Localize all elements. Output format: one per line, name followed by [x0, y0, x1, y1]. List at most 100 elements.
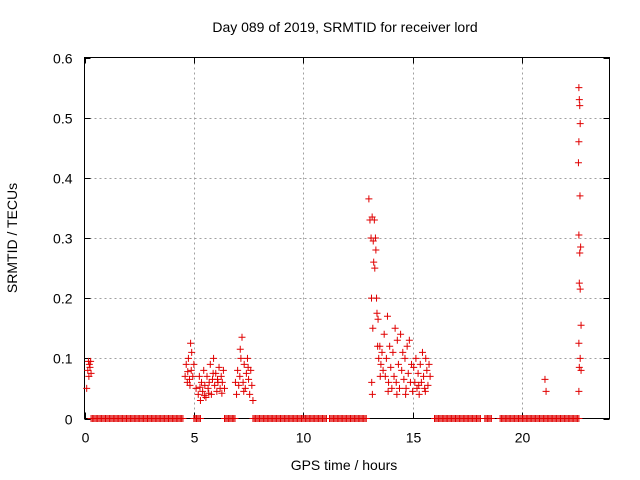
data-point — [218, 389, 226, 397]
data-point — [210, 354, 218, 362]
data-point — [383, 312, 391, 320]
data-point — [370, 258, 378, 266]
data-point — [409, 387, 417, 395]
data-point — [376, 342, 384, 350]
data-point — [370, 216, 378, 224]
data-point — [399, 348, 407, 356]
data-point — [205, 389, 213, 397]
data-point — [576, 285, 584, 293]
y-tick-labels: 0 0.1 0.2 0.3 0.4 0.5 0.6 — [53, 51, 73, 428]
data-point — [236, 345, 244, 353]
data-point — [213, 387, 221, 395]
data-point — [196, 415, 204, 422]
data-point — [239, 378, 247, 386]
x-axis-label: GPS time / hours — [291, 457, 398, 473]
data-point — [402, 384, 410, 392]
data-point — [188, 348, 196, 356]
data-point — [402, 390, 410, 398]
data-point — [575, 231, 583, 239]
data-point — [231, 415, 239, 422]
grid — [84, 57, 610, 419]
data-point — [240, 360, 248, 368]
data-point — [372, 246, 380, 254]
x-tick-label: 20 — [515, 430, 531, 446]
data-point — [199, 387, 207, 395]
data-point — [248, 381, 256, 389]
data-point — [200, 392, 208, 400]
data-point — [365, 195, 373, 203]
data-point — [376, 372, 384, 380]
data-point — [236, 372, 244, 380]
data-point — [397, 330, 405, 338]
data-point — [201, 381, 209, 389]
data-point — [389, 348, 397, 356]
data-point — [411, 378, 419, 386]
data-points — [83, 84, 585, 422]
data-point — [190, 360, 198, 368]
data-point — [379, 366, 387, 374]
data-point — [217, 372, 225, 380]
data-point — [237, 354, 245, 362]
data-point — [362, 415, 370, 422]
y-tick-label: 0.3 — [53, 231, 73, 247]
data-point — [200, 366, 208, 374]
data-point — [233, 390, 241, 398]
data-point — [422, 354, 430, 362]
data-point — [241, 384, 249, 392]
data-point — [189, 372, 197, 380]
data-point — [425, 360, 433, 368]
data-point — [405, 336, 413, 344]
data-point — [187, 366, 195, 374]
data-point — [179, 415, 187, 422]
x-tick-labels: 0 5 10 15 20 — [82, 430, 531, 446]
data-point — [240, 387, 248, 395]
x-tick-label: 10 — [296, 430, 312, 446]
data-point — [184, 368, 192, 376]
data-point — [182, 360, 190, 368]
data-point — [371, 234, 379, 242]
y-tick-label: 0 — [65, 412, 73, 428]
data-point — [194, 390, 202, 398]
data-point — [369, 324, 377, 332]
data-point — [374, 315, 382, 323]
data-point — [577, 366, 585, 374]
data-point — [221, 384, 228, 392]
data-point — [206, 360, 214, 368]
data-point — [186, 381, 194, 389]
data-point — [234, 366, 242, 374]
data-point — [246, 390, 254, 398]
data-point — [576, 192, 584, 200]
data-point — [393, 336, 401, 344]
x-tick-label: 0 — [82, 430, 90, 446]
data-point — [382, 354, 390, 362]
data-point — [394, 360, 402, 368]
data-point — [390, 372, 398, 380]
data-point — [575, 279, 583, 287]
data-point — [192, 384, 200, 392]
data-point — [198, 378, 206, 386]
data-point — [373, 294, 381, 302]
data-point — [203, 372, 211, 380]
data-point — [403, 342, 411, 350]
data-point — [575, 363, 583, 371]
data-point — [575, 138, 583, 146]
data-point — [371, 264, 379, 272]
data-point — [243, 354, 251, 362]
data-point — [576, 354, 584, 362]
data-point — [392, 378, 400, 386]
data-point — [574, 159, 582, 167]
data-point — [420, 372, 428, 380]
y-tick-label: 0.5 — [53, 111, 73, 127]
data-point — [388, 384, 396, 392]
data-point — [404, 369, 412, 377]
data-point — [575, 415, 583, 422]
data-point — [412, 354, 420, 362]
data-point — [219, 366, 227, 374]
data-point — [373, 309, 381, 317]
data-point — [205, 378, 213, 386]
data-point — [87, 369, 95, 377]
data-point — [184, 354, 192, 362]
data-point — [218, 378, 226, 386]
data-point — [416, 360, 424, 368]
data-point — [401, 354, 409, 362]
